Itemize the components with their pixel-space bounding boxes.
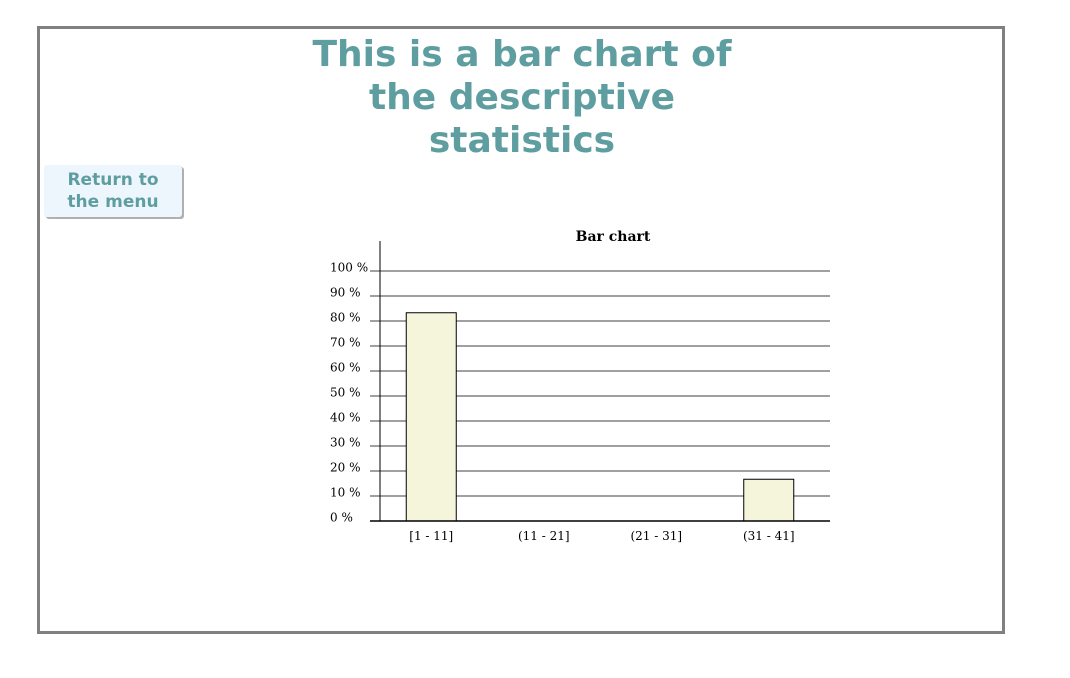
y-tick-label: 20 % xyxy=(330,461,361,475)
x-tick-label: (21 - 31] xyxy=(630,529,682,543)
y-tick-label: 90 % xyxy=(330,286,361,300)
x-tick-label: [1 - 11] xyxy=(409,529,453,543)
y-tick-label: 40 % xyxy=(330,411,361,425)
bar xyxy=(743,478,795,522)
y-tick-labels: 0 % 10 % 20 % 30 % 40 % 50 % 60 % 70 % 80 % 90 % 1… xyxy=(330,261,368,525)
content-frame: This is a bar chart of the descriptive s… xyxy=(37,26,1005,634)
y-tick-label: 80 % xyxy=(330,311,361,325)
y-tick-label: 10 % xyxy=(330,486,361,500)
x-tick-labels: [1 - 11] (11 - 21] (21 - 31] (31 - 41] xyxy=(409,529,794,543)
y-tick-label: 60 % xyxy=(330,361,361,375)
x-tick-label: (11 - 21] xyxy=(518,529,570,543)
page-title: This is a bar chart of the descriptive s… xyxy=(312,34,732,161)
y-tick-label: 50 % xyxy=(330,386,361,400)
y-tick-label: 30 % xyxy=(330,436,361,450)
chart-title: Bar chart xyxy=(576,229,651,245)
y-tick-label: 70 % xyxy=(330,336,361,350)
bars xyxy=(405,312,795,522)
return-to-menu-button[interactable]: Return to the menu xyxy=(44,165,182,217)
x-tick-label: (31 - 41] xyxy=(743,529,795,543)
bar xyxy=(405,312,457,522)
y-tick-label: 100 % xyxy=(330,261,368,275)
y-tick-label: 0 % xyxy=(330,511,353,525)
